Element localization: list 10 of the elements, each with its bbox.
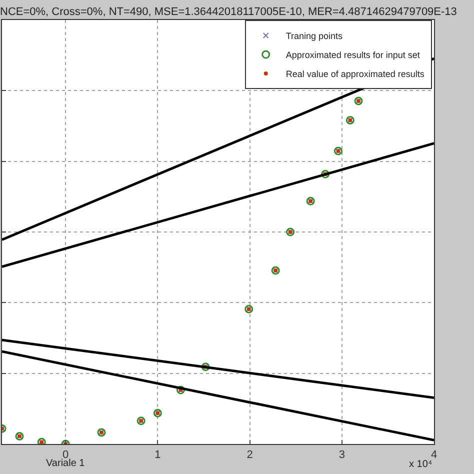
x-tick-label: 4 [430, 449, 438, 462]
x-tick-label: 1 [154, 449, 161, 462]
legend-label: Real value of approximated results [286, 69, 425, 80]
x-tick-label: 3 [338, 449, 345, 462]
chart-title: NCE=0%, Cross=0%, NT=490, MSE=1.36442018117005E-10, MER=4.48714629479709E-13 [0, 6, 457, 18]
legend-label: Approximated results for input set [286, 50, 420, 60]
x-axis-title: Variale 1 [46, 458, 86, 469]
x-tick-label: 2 [246, 449, 253, 462]
text: x 10⁴ [409, 459, 432, 470]
legend-label: Traning points [286, 31, 344, 42]
